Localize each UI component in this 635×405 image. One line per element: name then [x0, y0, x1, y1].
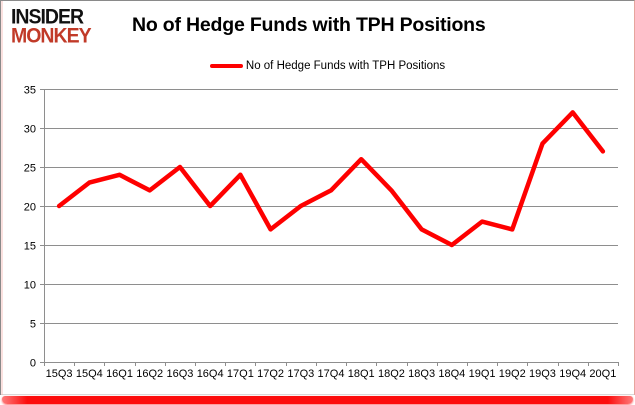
x-axis-tick-label: 19Q3 — [529, 368, 556, 380]
insider-monkey-logo: INSIDER MONKEY — [11, 5, 92, 48]
x-axis-tick-label: 17Q3 — [287, 368, 314, 380]
y-axis-tick-label: 25 — [24, 163, 36, 175]
x-axis-tick-label: 15Q4 — [76, 368, 103, 380]
x-axis-tick-label: 16Q2 — [136, 368, 163, 380]
bottom-red-bar — [2, 396, 633, 404]
x-axis-tick-label: 17Q2 — [257, 368, 284, 380]
logo-line1: INSIDER — [11, 5, 84, 29]
x-axis-tick-label: 20Q1 — [589, 368, 616, 380]
x-axis-tick-label: 18Q2 — [378, 368, 405, 380]
x-axis-tick-label: 18Q1 — [348, 368, 375, 380]
legend-label: No of Hedge Funds with TPH Positions — [245, 60, 446, 72]
y-axis-tick-label: 35 — [24, 85, 36, 97]
x-axis-tick-label: 16Q3 — [166, 368, 193, 380]
x-axis-tick-label: 16Q4 — [197, 368, 224, 380]
x-axis-tick-label: 17Q4 — [318, 368, 345, 380]
x-axis-tick-label: 19Q1 — [469, 368, 496, 380]
chart-panel: INSIDER MONKEY No of Hedge Funds with TP… — [0, 0, 635, 395]
y-axis-tick-label: 0 — [30, 358, 36, 370]
legend-line-marker — [209, 64, 243, 68]
x-axis-tick-label: 15Q3 — [46, 368, 73, 380]
x-axis-tick-label: 19Q2 — [499, 368, 526, 380]
y-axis-tick-label: 15 — [24, 241, 36, 253]
y-axis-tick-label: 30 — [24, 124, 36, 136]
series-line — [56, 110, 606, 248]
logo-line2: MONKEY — [11, 24, 92, 48]
chart-title: No of Hedge Funds with TPH Positions — [132, 14, 486, 36]
x-axis-tick-label: 18Q4 — [438, 368, 465, 380]
x-axis-tick-label: 19Q4 — [559, 368, 586, 380]
legend: No of Hedge Funds with TPH Positions — [1, 60, 634, 72]
y-axis-tick-label: 10 — [24, 280, 36, 292]
x-axis-tick-label: 18Q3 — [408, 368, 435, 380]
x-axis-tick-label: 17Q1 — [227, 368, 254, 380]
x-axis-tick-label: 16Q1 — [106, 368, 133, 380]
y-axis-tick-label: 20 — [24, 202, 36, 214]
y-axis-tick-label: 5 — [30, 319, 36, 331]
